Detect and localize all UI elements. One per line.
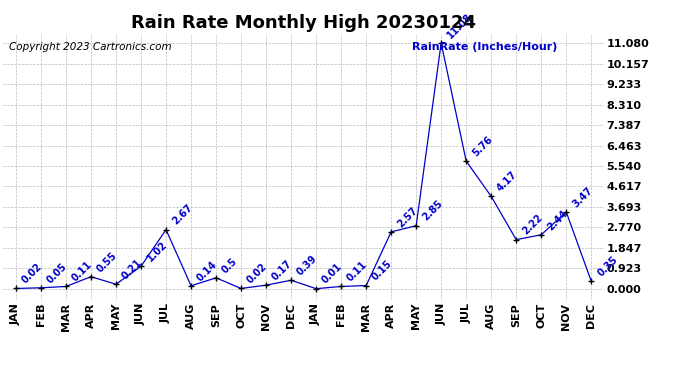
Text: 0.11: 0.11 bbox=[70, 260, 95, 284]
Text: 4.17: 4.17 bbox=[495, 170, 520, 194]
Text: 0.02: 0.02 bbox=[20, 262, 44, 286]
Text: 0.15: 0.15 bbox=[371, 259, 395, 283]
Text: 0.11: 0.11 bbox=[345, 260, 369, 284]
Text: 2.22: 2.22 bbox=[520, 213, 544, 237]
Text: 0.17: 0.17 bbox=[270, 258, 295, 282]
Text: 0.02: 0.02 bbox=[245, 262, 269, 286]
Text: 0.14: 0.14 bbox=[195, 259, 219, 283]
Text: 11.08: 11.08 bbox=[445, 11, 474, 40]
Text: 1.02: 1.02 bbox=[145, 240, 169, 264]
Text: 0.01: 0.01 bbox=[320, 262, 344, 286]
Text: 0.39: 0.39 bbox=[295, 254, 319, 278]
Text: 2.44: 2.44 bbox=[545, 208, 569, 232]
Text: 0.55: 0.55 bbox=[95, 250, 119, 274]
Text: Copyright 2023 Cartronics.com: Copyright 2023 Cartronics.com bbox=[10, 42, 172, 52]
Text: 2.67: 2.67 bbox=[170, 203, 195, 227]
Title: Rain Rate Monthly High 20230124: Rain Rate Monthly High 20230124 bbox=[131, 14, 476, 32]
Text: 3.47: 3.47 bbox=[571, 185, 595, 209]
Text: 2.85: 2.85 bbox=[420, 199, 444, 223]
Text: 0.35: 0.35 bbox=[595, 254, 620, 278]
Text: 5.76: 5.76 bbox=[471, 134, 495, 158]
Text: 2.57: 2.57 bbox=[395, 205, 420, 229]
Text: 0.21: 0.21 bbox=[120, 257, 144, 282]
Text: 0.05: 0.05 bbox=[45, 261, 69, 285]
Text: RainRate (Inches/Hour): RainRate (Inches/Hour) bbox=[412, 42, 557, 52]
Text: 0.5: 0.5 bbox=[220, 256, 239, 275]
